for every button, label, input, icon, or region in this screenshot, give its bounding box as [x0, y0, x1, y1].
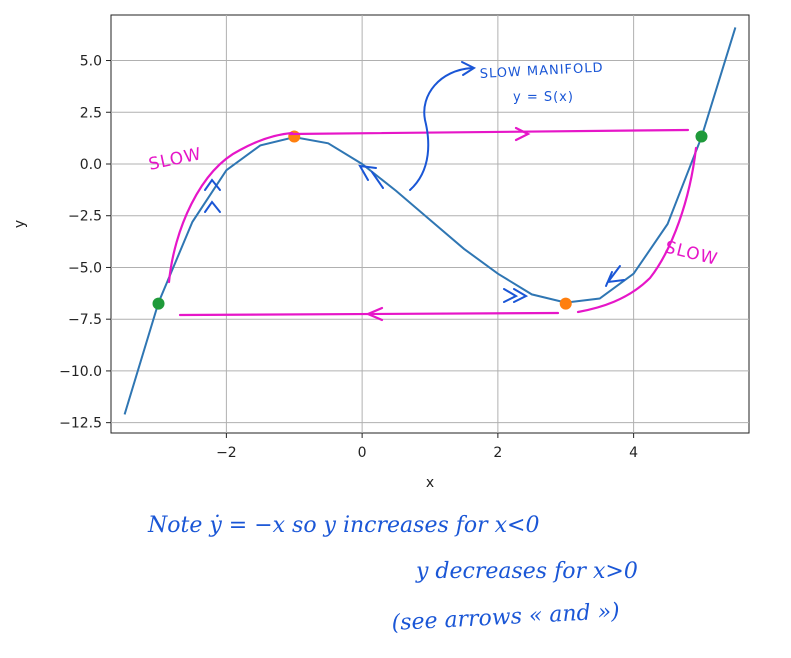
left-slow-bracket [167, 131, 294, 284]
equilibrium-point [695, 130, 708, 143]
y-tick-label: 0.0 [80, 157, 102, 173]
x-axis-ticks: −2 0 2 4 [216, 433, 638, 461]
note-line-1: Note ẏ = −x so y increases for x<0 [147, 513, 540, 538]
note-line-3: (see arrows « and ») [391, 599, 620, 636]
left-branch-arrows-up [204, 178, 221, 213]
y-tick-label: −5.0 [68, 260, 102, 276]
right-slow-bracket [576, 146, 698, 314]
y-tick-label: −12.5 [59, 416, 102, 432]
x-tick-label: 2 [493, 445, 502, 461]
upper-jump-arrow-line [288, 128, 690, 136]
middle-branch-arrows-right [503, 288, 529, 303]
upper-jump-arrowhead [514, 126, 531, 142]
y-tick-label: −7.5 [68, 312, 102, 328]
equilibrium-points [152, 130, 708, 310]
plot-frame [110, 14, 750, 434]
y-axis-label: y [12, 220, 28, 228]
y-tick-label: −2.5 [68, 209, 102, 225]
manifold-pointer-head [461, 61, 477, 76]
manifold-label-line1: SLOW MANIFOLD [479, 61, 604, 82]
y-tick-label: 2.5 [80, 105, 102, 121]
equilibrium-point [559, 297, 572, 310]
lower-jump-arrowhead [365, 306, 384, 322]
cubic-curve-series [123, 27, 737, 415]
equilibrium-point [152, 297, 165, 310]
manifold-pointer-curve [409, 67, 473, 191]
y-tick-label: −10.0 [59, 364, 102, 380]
manifold-label-line2: y = S(x) [513, 90, 574, 105]
x-tick-label: 4 [629, 445, 638, 461]
blue-annotations [204, 61, 625, 303]
x-tick-label: 0 [358, 445, 367, 461]
pink-annotations [167, 126, 698, 322]
y-tick-label: 5.0 [80, 54, 102, 70]
middle-branch-arrow-up [358, 164, 384, 189]
y-axis-ticks: −12.5 −10.0 −7.5 −5.0 −2.5 0.0 2.5 5.0 [59, 54, 111, 432]
grid-lines [111, 15, 749, 433]
x-axis-label: x [426, 475, 434, 491]
plot-area: −2 0 2 4 −12.5 −10.0 −7.5 −5.0 −2.5 0.0 2.5 5.0 [59, 14, 750, 461]
note-line-2: y decreases for x>0 [415, 559, 638, 584]
x-tick-label: −2 [216, 445, 237, 461]
right-branch-arrow-down [605, 265, 625, 287]
